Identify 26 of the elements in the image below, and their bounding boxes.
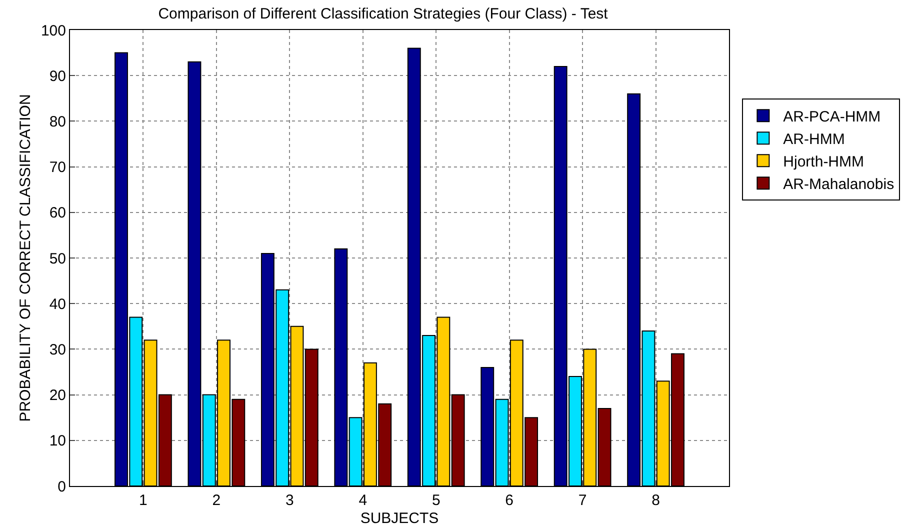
x-tick-label: 4 <box>358 492 368 509</box>
y-tick-label: 20 <box>49 387 66 404</box>
x-tick-label: 8 <box>652 492 660 509</box>
chart-title: Comparison of Different Classification Strategies (Four Class) - Test <box>158 5 609 22</box>
y-tick-label: 100 <box>40 22 66 40</box>
y-tick-label: 40 <box>49 296 66 313</box>
x-tick-label: 6 <box>505 492 514 509</box>
legend-label: AR-HMM <box>783 131 845 148</box>
x-tick-label: 1 <box>139 492 148 509</box>
y-tick-label: 0 <box>58 478 66 496</box>
y-tick-label: 70 <box>49 159 66 176</box>
legend-label: AR-PCA-HMM <box>783 108 881 126</box>
x-axis-title: SUBJECTS <box>360 510 439 527</box>
y-tick-label: 60 <box>49 204 66 222</box>
y-tick-label: 80 <box>49 113 66 130</box>
x-tick-label: 3 <box>286 492 294 509</box>
x-tick-label: 5 <box>432 492 440 509</box>
x-tick-label: 7 <box>578 492 587 509</box>
legend-label: AR-Mahalanobis <box>783 176 894 193</box>
y-tick-label: 50 <box>49 250 66 268</box>
legend-label: Hjorth-HMM <box>783 154 864 170</box>
y-tick-label: 90 <box>49 68 66 85</box>
y-axis-title: PROBABILITY OF CORRECT CLASSIFICATION <box>17 94 34 422</box>
y-tick-label: 30 <box>49 341 66 358</box>
x-tick-label: 2 <box>212 492 221 509</box>
y-tick-label: 10 <box>49 432 66 450</box>
